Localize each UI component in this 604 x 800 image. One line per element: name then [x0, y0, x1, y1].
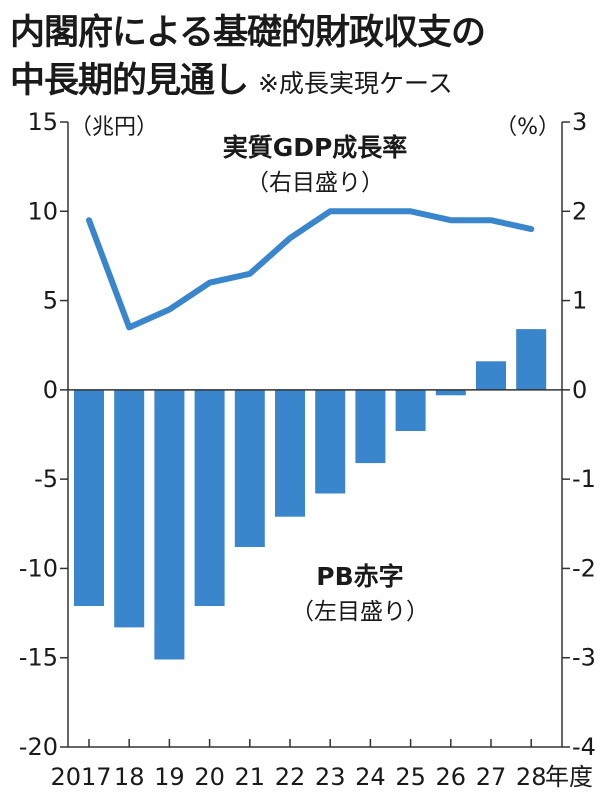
chart-title-line-1: 内閣府による基礎的財政収支の	[10, 4, 486, 55]
left-tick-label: 10	[27, 197, 58, 225]
chart-title-text-2: 中長期的見通し	[10, 61, 249, 101]
bar-pb-28	[516, 329, 547, 390]
series-note-pb: （左目盛り）	[291, 599, 429, 625]
x-tick-label: 20	[194, 763, 225, 791]
bar-pb-21	[234, 389, 265, 547]
left-tick-label: -20	[19, 733, 58, 761]
bar-pb-2017	[74, 389, 104, 606]
x-tick-label: 21	[235, 763, 266, 791]
right-tick-label: -2	[572, 554, 596, 582]
right-tick-label: 3	[572, 108, 587, 136]
bar-pb-27	[476, 361, 506, 390]
right-tick-label: 1	[572, 287, 587, 315]
left-tick-label: -10	[19, 554, 58, 582]
chart-title-text-1: 内閣府による基礎的財政収支の	[10, 13, 486, 53]
bar-pb-19	[154, 389, 185, 660]
right-tick-label: 0	[572, 376, 587, 404]
chart-subtitle-note: ※成長実現ケース	[258, 69, 453, 98]
left-tick-label: 0	[43, 376, 58, 404]
x-tick-label: 26	[436, 763, 467, 791]
left-axis-unit-label: （兆円）	[70, 115, 158, 140]
x-tick-label: 28	[516, 763, 547, 791]
series-label-gdp: 実質GDP成長率	[223, 133, 408, 162]
left-tick-label: 15	[27, 108, 58, 136]
left-tick-label: -5	[34, 465, 58, 493]
x-tick-label: 18	[114, 763, 145, 791]
x-tick-label: 2017	[50, 763, 111, 791]
left-tick-label: -15	[19, 644, 58, 672]
x-tick-label: 24	[355, 763, 386, 791]
x-tick-label: 23	[315, 763, 346, 791]
right-tick-label: -1	[572, 465, 596, 493]
bar-pb-25	[395, 389, 426, 431]
series-line-gdp	[86, 208, 535, 331]
bar-pb-26	[435, 389, 466, 396]
series-label-pb: PB赤字	[316, 562, 403, 591]
x-tick-label: 22	[275, 763, 306, 791]
series-note-gdp: （右目盛り）	[246, 170, 384, 196]
chart-title-line-2: 中長期的見通し ※成長実現ケース	[10, 52, 453, 103]
x-tick-label: 19	[154, 763, 185, 791]
x-tick-label: 25	[395, 763, 426, 791]
left-tick-label: 5	[43, 287, 58, 315]
bar-pb-23	[315, 389, 346, 494]
right-axis-unit-label: （%）	[495, 115, 560, 140]
x-axis-unit-suffix: 年度	[545, 763, 593, 791]
bar-pb-22	[275, 389, 305, 517]
bar-pb-24	[355, 389, 386, 464]
right-tick-label: -4	[572, 733, 596, 761]
bar-pb-18	[114, 389, 145, 628]
right-tick-label: 2	[572, 197, 587, 225]
bar-pb-20	[194, 389, 225, 606]
x-tick-label: 27	[476, 763, 507, 791]
right-tick-label: -3	[572, 644, 596, 672]
